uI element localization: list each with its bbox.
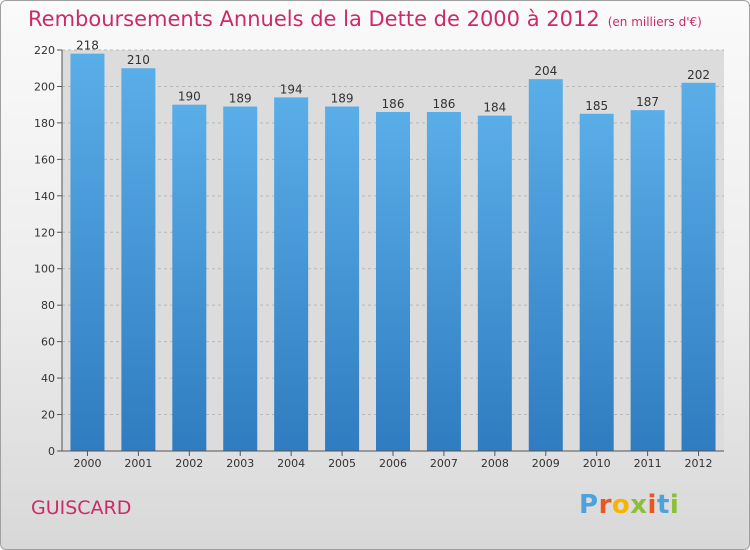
x-tick-label: 2005 — [328, 457, 356, 470]
y-tick-label: 60 — [41, 336, 55, 349]
bar-value-labels: 218 210 190 189 194 189 186 186 184 204 185 187 202 — [76, 39, 710, 115]
x-axis: 2000 2001 2002 2003 2004 2005 2006 2007 2008 2009… — [62, 450, 724, 470]
bar-value-label: 184 — [483, 101, 506, 115]
bar-value-label: 189 — [331, 92, 354, 106]
x-tick-label: 2006 — [379, 457, 407, 470]
y-axis: 0 20 40 60 80 100 120 140 160 180 200 220 — [34, 44, 63, 458]
y-tick-label: 100 — [34, 263, 55, 276]
bar-value-label: 185 — [585, 99, 608, 113]
logo-letter: o — [611, 490, 631, 520]
bars — [70, 53, 716, 452]
bar-2007 — [426, 111, 461, 452]
chart-title: Remboursements Annuels de la Dette de 20… — [28, 7, 702, 31]
y-tick-label: 120 — [34, 226, 55, 239]
bar-2001 — [121, 68, 156, 452]
x-tick-label: 2004 — [277, 457, 305, 470]
y-tick-label: 20 — [41, 409, 55, 422]
bar-2005 — [325, 106, 360, 451]
bar-value-label: 218 — [76, 39, 99, 53]
bar-2011 — [630, 110, 665, 452]
bar-2008 — [477, 115, 512, 452]
bar-value-label: 210 — [127, 53, 150, 67]
bar-2004 — [274, 97, 309, 452]
bar-value-label: 202 — [687, 68, 710, 82]
chart-subtitle: (en milliers d'€) — [607, 15, 702, 29]
bar-value-label: 186 — [432, 97, 455, 111]
y-tick-label: 220 — [34, 44, 55, 57]
bar-value-label: 204 — [534, 64, 557, 78]
bar-2002 — [172, 104, 207, 451]
logo-letter: x — [630, 490, 648, 520]
bar-value-label: 189 — [229, 92, 252, 106]
y-tick-label: 160 — [34, 153, 55, 166]
x-tick-label: 2003 — [226, 457, 254, 470]
logo-letter: r — [598, 490, 612, 520]
x-tick-label: 2010 — [583, 457, 611, 470]
logo-letter: t — [656, 490, 670, 520]
proxiti-logo: Proxiti — [579, 490, 679, 520]
bar-2000 — [70, 53, 105, 452]
bar-2006 — [376, 111, 410, 452]
x-tick-label: 2009 — [532, 457, 560, 470]
y-tick-label: 180 — [34, 117, 55, 130]
x-tick-label: 2007 — [430, 457, 458, 470]
logo-letter: i — [669, 490, 680, 520]
bar-value-label: 187 — [636, 95, 659, 109]
bar-2012 — [681, 82, 716, 452]
bar-value-label: 186 — [382, 97, 405, 111]
bar-2003 — [223, 106, 258, 451]
x-tick-label: 2012 — [685, 457, 713, 470]
logo-letter: i — [647, 490, 657, 520]
bar-value-label: 194 — [280, 82, 303, 96]
x-tick-label: 2001 — [124, 457, 152, 470]
x-tick-label: 2011 — [634, 457, 662, 470]
bar-2009 — [528, 79, 563, 451]
x-tick-label: 2008 — [481, 457, 509, 470]
bar-value-label: 190 — [178, 90, 201, 104]
city-name: GUISCARD — [31, 497, 132, 519]
x-tick-label: 2000 — [73, 457, 101, 470]
y-tick-label: 80 — [41, 299, 55, 312]
y-tick-label: 140 — [34, 190, 55, 203]
bar-2010 — [579, 113, 614, 451]
logo-letter: P — [579, 490, 599, 520]
x-tick-label: 2002 — [175, 457, 203, 470]
chart-title-text: Remboursements Annuels de la Dette de 20… — [28, 7, 600, 31]
y-tick-label: 40 — [41, 372, 55, 385]
y-tick-label: 200 — [34, 80, 55, 93]
y-tick-label: 0 — [48, 445, 55, 458]
